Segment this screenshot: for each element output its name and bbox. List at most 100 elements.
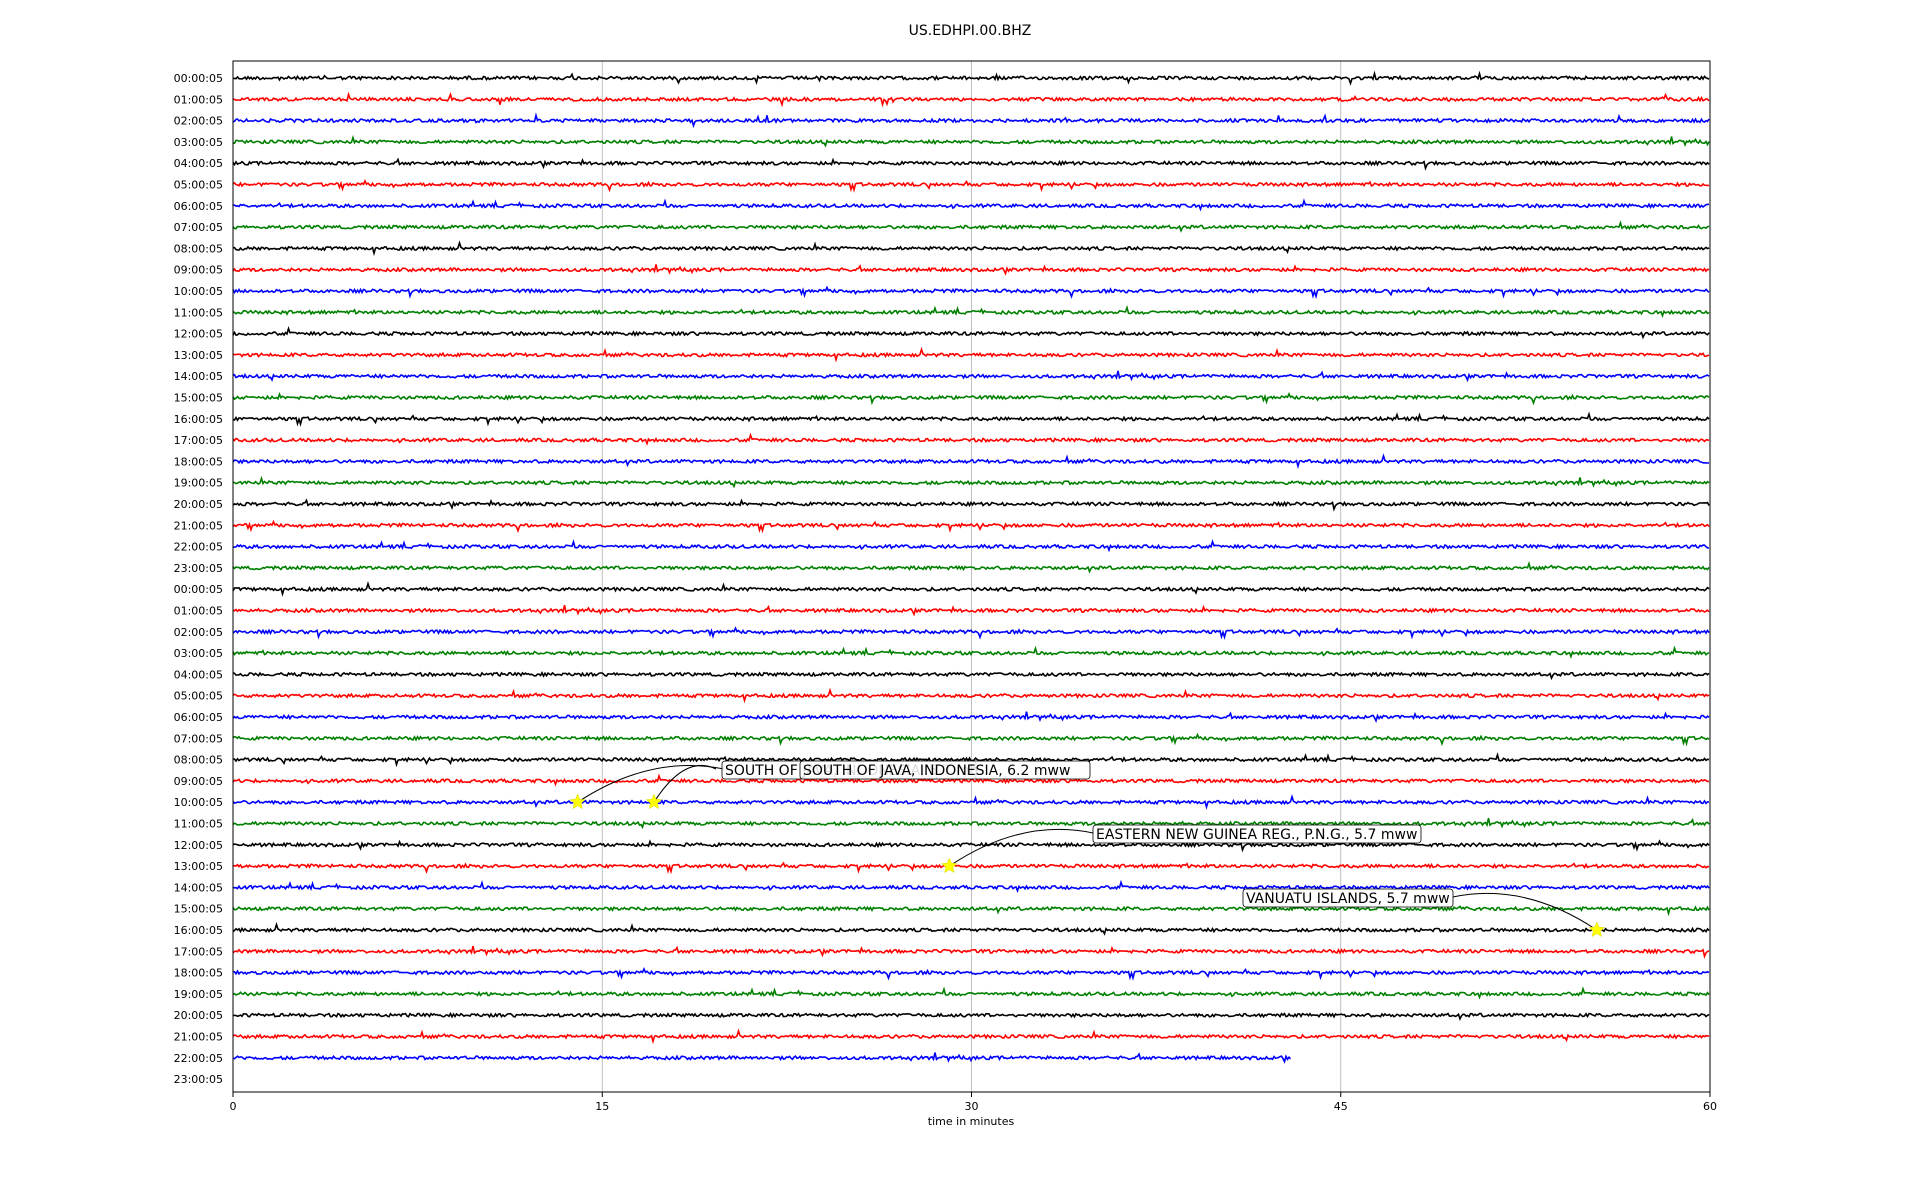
trace-row-36	[232, 839, 1710, 853]
row-label: 20:00:05	[174, 498, 223, 511]
row-label: 16:00:05	[174, 924, 223, 937]
trace-row-17	[232, 432, 1710, 446]
x-tick-label: 60	[1703, 1100, 1717, 1113]
trace-row-41	[232, 945, 1710, 960]
trace-row-4	[232, 157, 1710, 171]
trace-row-18	[232, 453, 1710, 470]
event-leader-line	[577, 764, 725, 803]
trace-row-5	[232, 178, 1710, 193]
trace-group	[232, 70, 1710, 1064]
x-axis-label: time in minutes	[928, 1115, 1015, 1128]
trace-row-30	[232, 711, 1710, 724]
row-label: 08:00:05	[174, 242, 223, 255]
event-label: EASTERN NEW GUINEA REG., P.N.G., 5.7 mww	[1096, 827, 1417, 843]
row-label: 03:00:05	[174, 647, 223, 660]
row-label: 06:00:05	[174, 200, 223, 213]
row-label: 15:00:05	[174, 903, 223, 916]
row-label: 04:00:05	[174, 157, 223, 170]
trace-row-1	[232, 91, 1710, 108]
row-label: 21:00:05	[174, 519, 223, 532]
event-annotation: SOUTH OF JAVA, INDONESIA, 6.2 mww	[645, 760, 1091, 810]
trace-row-25	[232, 604, 1710, 617]
trace-row-8	[232, 240, 1710, 257]
trace-row-2	[232, 112, 1710, 129]
row-label-group: 00:00:05 01:00:05 02:00:05 03:00:05 04:00:05…	[174, 72, 223, 1086]
row-label: 12:00:05	[174, 328, 223, 341]
event-star-marker	[1588, 921, 1606, 938]
trace-row-42	[232, 967, 1710, 981]
trace-row-40	[232, 921, 1710, 936]
trace-row-39	[232, 901, 1710, 917]
row-label: 13:00:05	[174, 349, 223, 362]
trace-row-31	[232, 732, 1710, 747]
trace-row-26	[232, 626, 1710, 641]
row-label: 17:00:05	[174, 434, 223, 447]
event-label: SOUTH OF JAVA, INDONESIA, 6.2 mww	[803, 763, 1070, 779]
event-label: VANUATU ISLANDS, 5.7 mww	[1246, 891, 1450, 907]
row-label: 19:00:05	[174, 477, 223, 490]
event-label-box	[1092, 824, 1422, 844]
trace-row-10	[232, 285, 1710, 300]
row-label: 23:00:05	[174, 1073, 223, 1086]
row-label: 06:00:05	[174, 711, 223, 724]
row-label: 08:00:05	[174, 754, 223, 767]
row-label: 07:00:05	[174, 221, 223, 234]
event-star-marker	[645, 793, 663, 810]
trace-row-13	[232, 346, 1710, 363]
event-annotation: EASTERN NEW GUINEA REG., P.N.G., 5.7 mww	[941, 824, 1422, 874]
event-annotation: VANUATU ISLANDS, 5.7 mww	[1242, 888, 1606, 938]
trace-row-3	[232, 134, 1710, 148]
row-label: 23:00:05	[174, 562, 223, 575]
event-star-marker	[941, 857, 958, 874]
row-label: 18:00:05	[174, 967, 223, 980]
x-tick-label: 15	[595, 1100, 609, 1113]
x-tick-group: 0 15 30 45 60	[230, 1092, 1717, 1113]
row-label: 05:00:05	[174, 690, 223, 703]
trace-row-46	[232, 1052, 1292, 1064]
event-annotation-group: SOUTH OF JAVA, INDONESIA, 5.7 mbSOUTH OF…	[569, 760, 1606, 938]
trace-row-6	[232, 198, 1710, 212]
row-label: 16:00:05	[174, 413, 223, 426]
trace-row-7	[232, 220, 1710, 233]
event-label-box	[1242, 888, 1454, 908]
row-label: 01:00:05	[174, 93, 223, 106]
trace-row-22	[232, 539, 1710, 553]
row-label: 05:00:05	[174, 179, 223, 192]
grid-lines	[232, 61, 1711, 1092]
trace-row-27	[232, 645, 1710, 659]
row-label: 03:00:05	[174, 136, 223, 149]
x-tick-label: 0	[230, 1100, 237, 1113]
trace-row-15	[232, 391, 1710, 406]
trace-row-43	[232, 986, 1710, 1000]
row-label: 19:00:05	[174, 988, 223, 1001]
row-label: 22:00:05	[174, 1052, 223, 1065]
trace-row-12	[232, 326, 1710, 340]
trace-row-11	[232, 304, 1710, 319]
event-label-box	[799, 760, 1091, 780]
row-label: 15:00:05	[174, 392, 223, 405]
trace-row-38	[232, 879, 1710, 894]
trace-row-28	[232, 671, 1710, 681]
row-label: 00:00:05	[174, 583, 223, 596]
row-label: 01:00:05	[174, 605, 223, 618]
row-label: 22:00:05	[174, 541, 223, 554]
trace-row-0	[232, 70, 1710, 86]
trace-row-23	[232, 560, 1710, 574]
row-label: 20:00:05	[174, 1009, 223, 1022]
row-label: 07:00:05	[174, 732, 223, 745]
trace-row-9	[232, 264, 1710, 276]
row-label: 02:00:05	[174, 115, 223, 128]
trace-row-34	[232, 794, 1709, 810]
row-label: 11:00:05	[174, 818, 223, 831]
chart-title: US.EDHPI.00.BHZ	[909, 23, 1032, 39]
row-label: 09:00:05	[174, 775, 223, 788]
row-label: 10:00:05	[174, 796, 223, 809]
trace-row-45	[232, 1028, 1710, 1045]
event-leader-line	[653, 765, 717, 803]
event-star-marker	[569, 793, 586, 810]
row-label: 09:00:05	[174, 264, 223, 277]
trace-row-35	[232, 817, 1710, 830]
trace-row-19	[232, 475, 1710, 489]
event-leader-line	[949, 828, 1094, 867]
